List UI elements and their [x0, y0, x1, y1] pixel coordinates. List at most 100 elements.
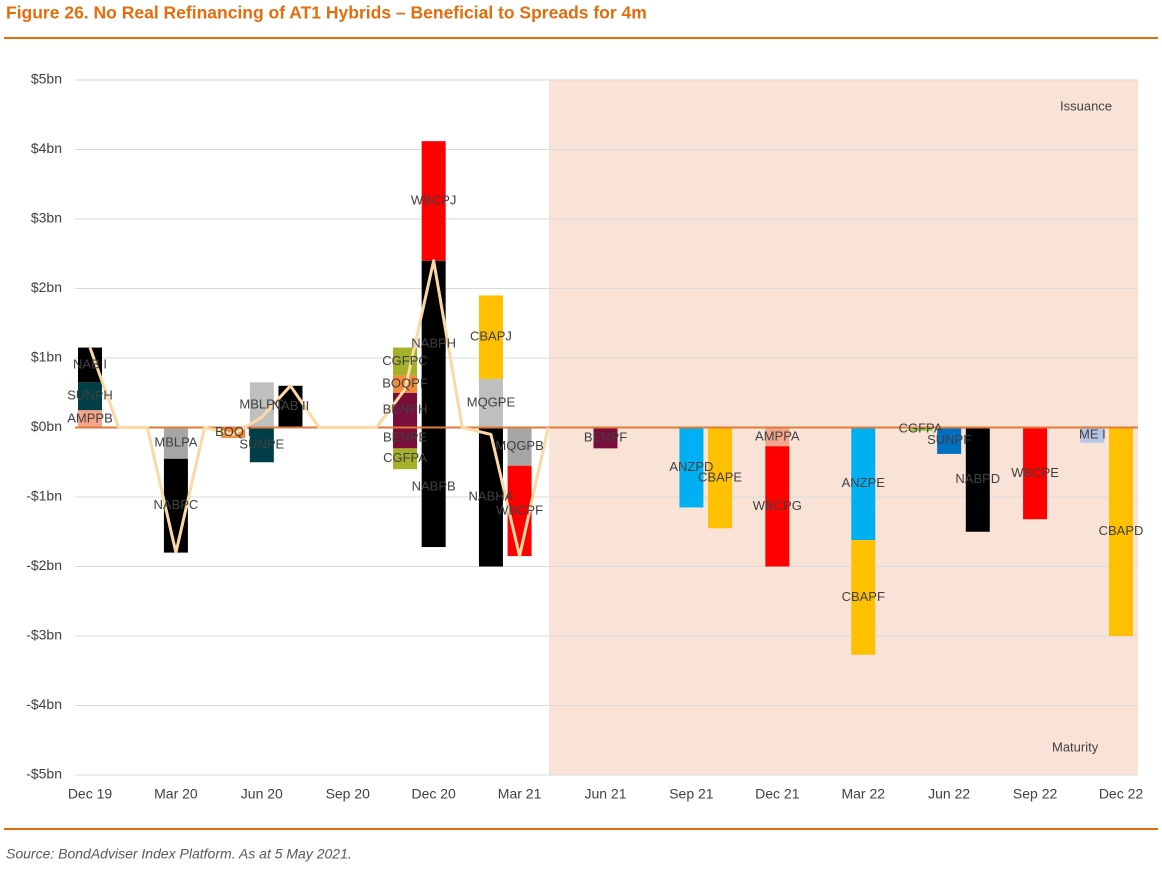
- bar-segment: [851, 540, 876, 655]
- segment-label: CBAPF: [842, 589, 885, 604]
- segment-label: CGFPA: [899, 421, 943, 436]
- segment-label: MQGPE: [467, 395, 516, 410]
- segment-label: BENPE: [383, 429, 427, 444]
- segment-label: WBCPG: [753, 498, 802, 513]
- bar-segment: [1109, 427, 1133, 636]
- x-tick-label: Mar 20: [154, 786, 198, 802]
- bar-segment: [765, 427, 790, 447]
- segment-label: BOQ I: [215, 424, 251, 439]
- line: [88, 259, 550, 558]
- x-tick-label: Sep 21: [669, 786, 714, 802]
- grid: [75, 79, 1138, 776]
- bar-segment: [393, 427, 418, 449]
- y-tick-label: $4bn: [31, 140, 62, 156]
- x-tick-label: Sep 22: [1013, 786, 1058, 802]
- bar-segment: [1080, 427, 1105, 443]
- bar-segment: [78, 347, 102, 383]
- segment-label: BOQPF: [382, 376, 428, 391]
- segment-label: AMPPA: [755, 428, 800, 443]
- bar-segment: [421, 427, 446, 548]
- y-tick-label: $3bn: [31, 210, 62, 226]
- bar-segment: [478, 378, 503, 428]
- y-tick-label: $2bn: [31, 279, 62, 295]
- segment-label: WBCPF: [496, 502, 543, 517]
- segment-label: SUNPH: [67, 388, 113, 403]
- bar-segment: [679, 427, 704, 508]
- y-tick-label: $1bn: [31, 349, 62, 365]
- segment-label: MQGPB: [495, 438, 543, 453]
- segment-label: SUNPE: [239, 436, 284, 451]
- bar-segment: [1023, 427, 1048, 520]
- bar-segment: [78, 382, 102, 411]
- bar-segment: [851, 427, 876, 541]
- bar-segment: [478, 295, 503, 379]
- segment-label: NABHA: [469, 488, 514, 503]
- y-tick-label: -$1bn: [26, 488, 62, 504]
- x-tick-label: Jun 21: [584, 786, 626, 802]
- bar-segment: [421, 260, 446, 428]
- source: Source: BondAdviser Index Platform. As a…: [6, 846, 352, 862]
- x-tick-label: Mar 21: [498, 786, 542, 802]
- bars: [78, 141, 1133, 655]
- bar-segment: [163, 458, 188, 553]
- annotation: Maturity: [1052, 739, 1099, 754]
- y-tick-label: -$5bn: [26, 766, 62, 782]
- segment-label: SUNPF: [927, 432, 971, 447]
- bar-segment: [78, 410, 102, 428]
- x-tick-label: Sep 20: [326, 786, 371, 802]
- annotation: Issuance: [1060, 98, 1112, 113]
- segment-label: MBLPA: [154, 435, 197, 450]
- bar-segment: [708, 427, 733, 529]
- y-tick-label: $0bn: [31, 418, 62, 434]
- bar-segment: [163, 427, 188, 459]
- segment-label: WBCPJ: [411, 192, 457, 207]
- segment-label: CBAPE: [698, 469, 742, 484]
- segment-label: ANZPD: [669, 459, 713, 474]
- segment-label: NABPH: [411, 336, 456, 351]
- segment-label: NAB I: [73, 356, 107, 371]
- labels: -$5bn -$4bn -$3bn -$2bn -$1bn $0bn $1bn $2bn $3b…: [26, 71, 1143, 802]
- lines: [88, 259, 550, 558]
- plot-area: -$5bn -$4bn -$3bn -$2bn -$1bn $0bn $1bn $2bn $3b…: [26, 71, 1143, 802]
- x-tick-label: Jun 22: [928, 786, 970, 802]
- bar-segment: [937, 427, 962, 454]
- segment-label: ANZPE: [842, 475, 886, 490]
- y-tick-label: -$3bn: [26, 627, 62, 643]
- bar-segment: [393, 448, 418, 470]
- bar-segment: [421, 141, 446, 261]
- x-tick-label: Jun 20: [241, 786, 283, 802]
- x-tick-label: Mar 22: [841, 786, 885, 802]
- segment-label: BENPF: [584, 429, 627, 444]
- segment-label: NABPB: [412, 479, 456, 494]
- segment-label: NABPD: [955, 471, 1000, 486]
- segment-label: CGFPA: [383, 450, 427, 465]
- segment-label: AMPPB: [67, 410, 113, 425]
- bar-segment: [249, 382, 274, 428]
- bar-segment: [593, 427, 618, 449]
- segment-label: BENPH: [383, 402, 428, 417]
- bar-segment: [507, 465, 532, 557]
- segment-label: MBLPC: [239, 396, 284, 411]
- segment-label: CGFPC: [382, 353, 428, 368]
- bar-segment: [507, 427, 532, 466]
- bar-segment: [965, 427, 990, 532]
- segment-label: WBCPE: [1011, 465, 1059, 480]
- x-tick-label: Dec 20: [411, 786, 456, 802]
- y-tick-label: -$2bn: [26, 557, 62, 573]
- segment-label: NABPC: [154, 497, 199, 512]
- x-tick-label: Dec 22: [1099, 786, 1144, 802]
- y-tick-label: $5bn: [31, 71, 62, 87]
- x-tick-label: Dec 19: [68, 786, 113, 802]
- segment-label: ME I: [1079, 427, 1106, 442]
- x-tick-label: Dec 21: [755, 786, 800, 802]
- bar-segment: [908, 427, 933, 431]
- y-tick-label: -$4bn: [26, 696, 62, 712]
- bar-segment: [765, 446, 790, 567]
- bar-segment: [249, 427, 274, 463]
- bar-segment: [478, 427, 503, 567]
- segment-label: CBAPD: [1099, 523, 1144, 538]
- chart-title: Figure 26. No Real Refinancing of AT1 Hy…: [6, 3, 647, 23]
- segment-label: CBAPJ: [470, 329, 512, 344]
- segment-label: NAB II: [272, 398, 310, 413]
